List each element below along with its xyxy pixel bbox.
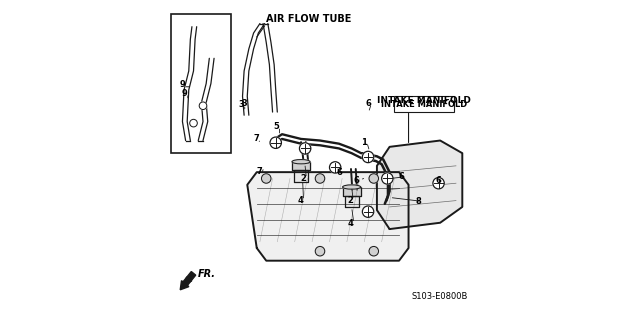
Circle shape: [362, 151, 374, 163]
Text: 3: 3: [239, 100, 244, 109]
Polygon shape: [292, 162, 310, 170]
Text: 7: 7: [257, 167, 262, 176]
Text: INTAKE MANIFOLD: INTAKE MANIFOLD: [381, 100, 467, 109]
Text: 8: 8: [415, 197, 421, 206]
Text: 6: 6: [354, 175, 360, 185]
FancyBboxPatch shape: [172, 14, 232, 153]
Text: 6: 6: [435, 175, 441, 185]
Circle shape: [381, 173, 393, 184]
Circle shape: [433, 178, 444, 189]
Text: 9: 9: [182, 89, 188, 98]
Text: 2: 2: [300, 174, 306, 183]
FancyBboxPatch shape: [394, 96, 454, 112]
Text: 9: 9: [179, 80, 185, 89]
Text: 7: 7: [253, 134, 259, 143]
Text: 6: 6: [365, 99, 371, 108]
Text: 4: 4: [348, 219, 354, 228]
Circle shape: [262, 174, 271, 183]
Text: 4: 4: [298, 196, 303, 205]
FancyArrow shape: [180, 271, 196, 290]
Polygon shape: [345, 196, 358, 207]
Ellipse shape: [292, 160, 310, 164]
Text: 1: 1: [361, 137, 367, 147]
Text: 6: 6: [336, 168, 342, 177]
Circle shape: [199, 102, 207, 109]
Circle shape: [330, 162, 341, 173]
Polygon shape: [294, 170, 308, 182]
Polygon shape: [247, 172, 408, 261]
Text: INTAKE MANIFOLD: INTAKE MANIFOLD: [378, 96, 471, 105]
Text: FR.: FR.: [198, 269, 216, 278]
Circle shape: [270, 137, 282, 148]
Circle shape: [189, 119, 197, 127]
Text: 3: 3: [241, 99, 247, 108]
Text: S103-E0800B: S103-E0800B: [412, 292, 468, 300]
Circle shape: [369, 247, 378, 256]
Circle shape: [316, 174, 324, 183]
Polygon shape: [377, 141, 462, 229]
Text: 6: 6: [398, 172, 404, 182]
Circle shape: [369, 174, 378, 183]
Ellipse shape: [342, 185, 361, 189]
Text: 2: 2: [347, 196, 353, 205]
Polygon shape: [342, 187, 361, 196]
Circle shape: [362, 206, 374, 217]
Text: AIR FLOW TUBE: AIR FLOW TUBE: [266, 14, 351, 24]
Circle shape: [300, 143, 311, 154]
Text: 5: 5: [273, 122, 279, 131]
Circle shape: [316, 247, 324, 256]
